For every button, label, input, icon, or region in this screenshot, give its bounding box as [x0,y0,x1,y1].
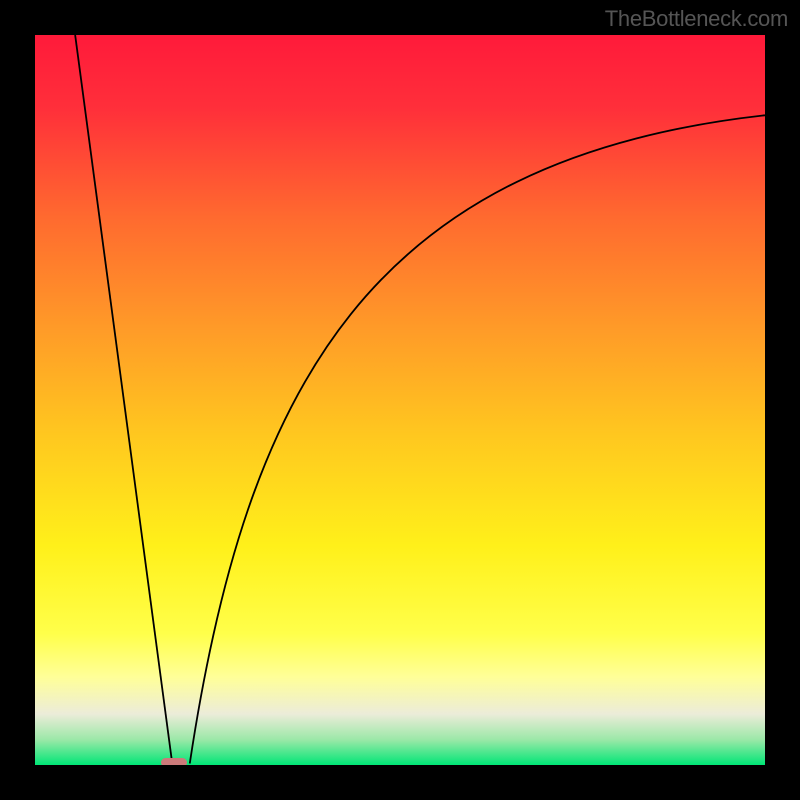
watermark-text: TheBottleneck.com [605,6,788,32]
gradient-background [35,35,765,765]
optimal-marker [161,758,187,765]
plot-area [35,35,765,765]
